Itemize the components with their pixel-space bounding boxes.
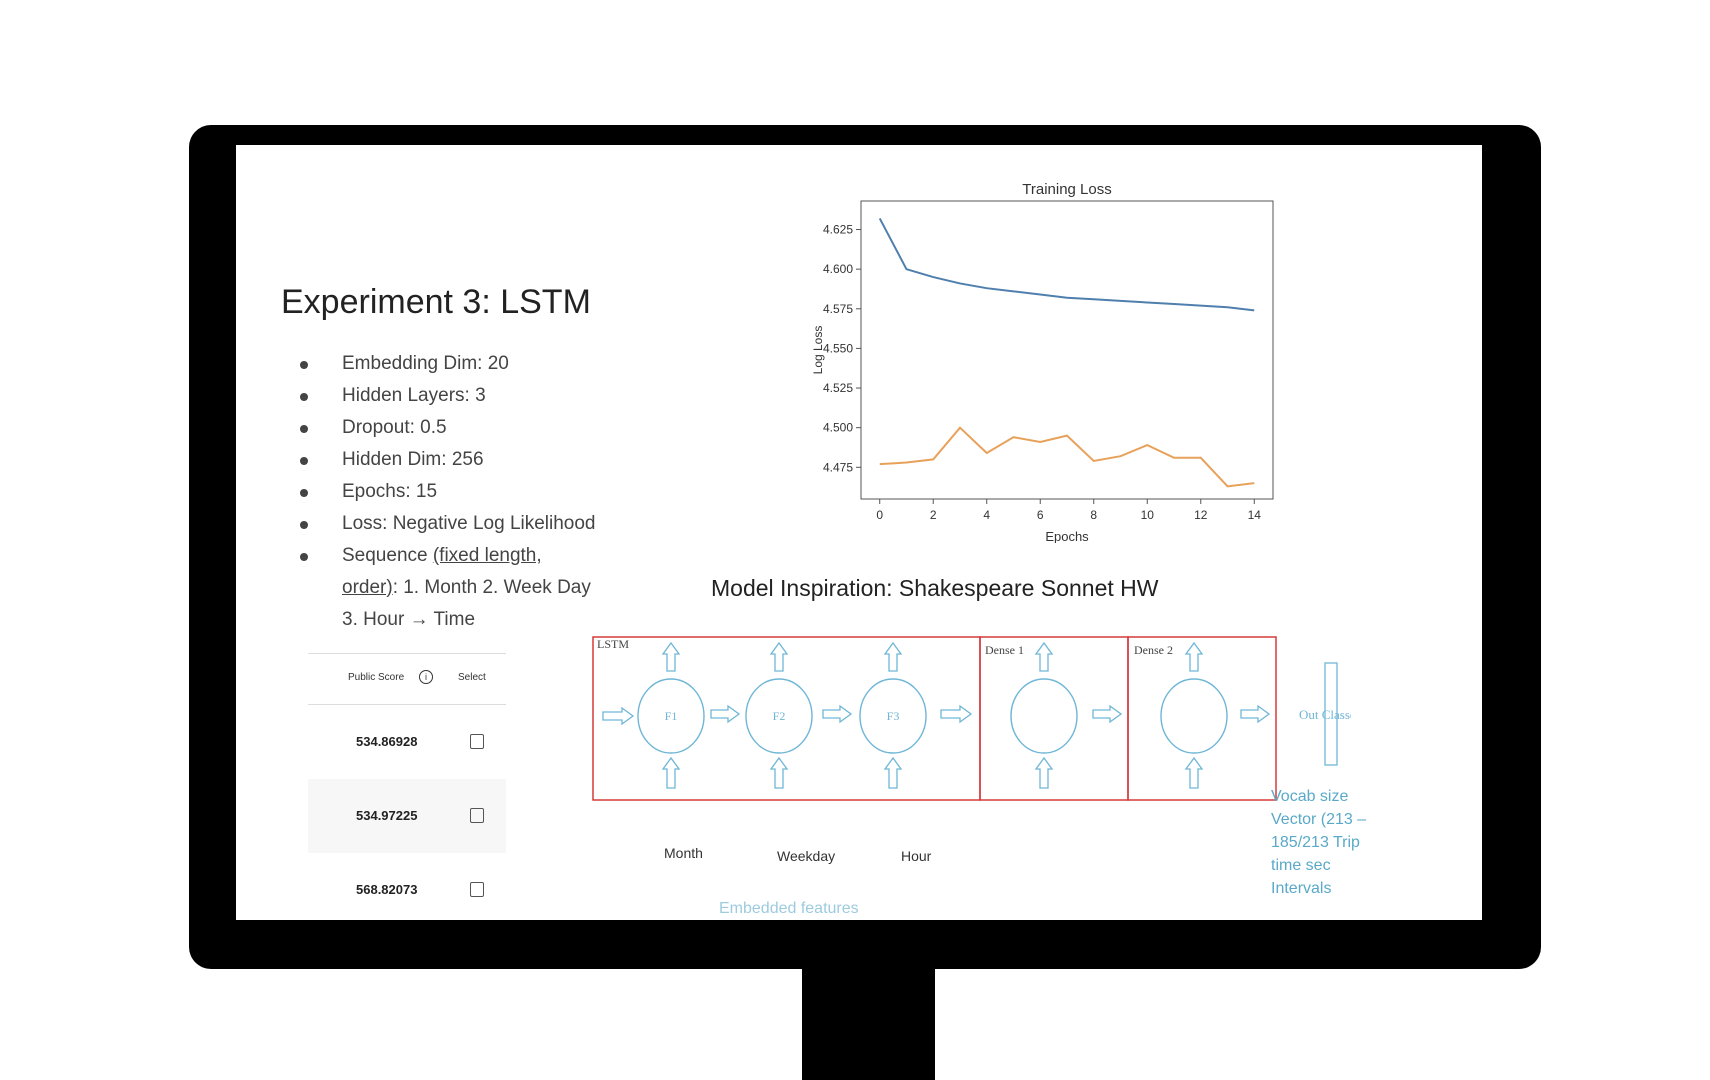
table-row: 534.86928 bbox=[308, 705, 506, 779]
node-circle bbox=[1010, 678, 1078, 754]
slide-screen: Experiment 3: LSTM Embedding Dim: 20 Hid… bbox=[236, 145, 1482, 920]
up-arrow-icon bbox=[1034, 756, 1054, 789]
node-label: F2 bbox=[773, 709, 786, 723]
parameter-list: Embedding Dim: 20 Hidden Layers: 3 Dropo… bbox=[296, 348, 596, 636]
x-tick-label: 0 bbox=[876, 508, 883, 522]
series-line-0 bbox=[878, 217, 1255, 312]
node-circle bbox=[859, 678, 927, 754]
y-axis-label: Log Loss bbox=[811, 326, 825, 375]
select-checkbox[interactable] bbox=[470, 882, 484, 897]
select-checkbox[interactable] bbox=[470, 808, 484, 823]
bullet-item: Loss: Negative Log Likelihood bbox=[296, 508, 596, 540]
header-select: Select bbox=[458, 672, 486, 683]
lstm-label: LSTM bbox=[597, 637, 629, 651]
bullet-item: Hidden Dim: 256 bbox=[296, 444, 596, 476]
output-bar bbox=[1324, 662, 1338, 766]
score-table: Public Score i Select 534.86928 534.9722… bbox=[308, 653, 506, 920]
table-row: 534.97225 bbox=[308, 779, 506, 853]
underlined-text: (fixed length, order) bbox=[342, 545, 542, 598]
embedded-features-label: Embedded features bbox=[719, 900, 859, 917]
monitor-stand bbox=[802, 965, 935, 1080]
up-arrow-icon bbox=[661, 756, 681, 789]
select-checkbox[interactable] bbox=[470, 734, 484, 749]
y-tick-label: 4.600 bbox=[823, 262, 853, 276]
up-arrow-icon bbox=[1034, 641, 1054, 672]
right-arrow-icon bbox=[602, 706, 635, 726]
x-tick-label: 10 bbox=[1141, 508, 1155, 522]
up-arrow-icon bbox=[769, 756, 789, 789]
bullet-icon bbox=[300, 553, 308, 561]
training-loss-chart: Training Loss Epochs Log Loss 0 2 4 6 8 10 12 14 4.… bbox=[811, 181, 1274, 543]
right-arrow-icon bbox=[1092, 704, 1123, 724]
x-tick-label: 8 bbox=[1090, 508, 1097, 522]
y-tick-label: 4.475 bbox=[823, 460, 853, 474]
feature-label-hour: Hour bbox=[901, 848, 932, 864]
up-arrow-icon bbox=[883, 641, 903, 672]
right-arrow-icon bbox=[1240, 704, 1271, 724]
y-tick-label: 4.500 bbox=[823, 421, 853, 435]
x-tick-label: 2 bbox=[930, 508, 937, 522]
bullet-item: Dropout: 0.5 bbox=[296, 412, 596, 444]
out-classes-label: Out Classes bbox=[1299, 707, 1351, 722]
slide-title: Experiment 3: LSTM bbox=[281, 283, 591, 321]
score-value: 568.82073 bbox=[356, 882, 418, 897]
right-arrow-icon bbox=[822, 704, 853, 724]
node-label: F3 bbox=[887, 709, 900, 723]
bullet-icon bbox=[300, 521, 308, 529]
node-circle bbox=[637, 678, 705, 754]
model-inspiration-heading: Model Inspiration: Shakespeare Sonnet HW bbox=[711, 575, 1159, 601]
chart-title: Training Loss bbox=[1022, 181, 1112, 198]
up-arrow-icon bbox=[769, 641, 789, 672]
y-tick-label: 4.550 bbox=[823, 341, 853, 355]
bullet-icon bbox=[300, 457, 308, 465]
x-tick-label: 12 bbox=[1194, 508, 1208, 522]
x-axis-label: Epochs bbox=[1045, 529, 1089, 543]
lstm-block bbox=[592, 636, 981, 801]
score-value: 534.86928 bbox=[356, 734, 418, 749]
bullet-item-sequence: Sequence (fixed length, order): 1. Month… bbox=[296, 540, 596, 636]
right-arrow-icon bbox=[710, 704, 741, 724]
table-row: 568.82073 bbox=[308, 853, 506, 920]
up-arrow-icon bbox=[883, 756, 903, 789]
up-arrow-icon bbox=[1184, 641, 1204, 672]
y-tick-label: 4.625 bbox=[823, 223, 853, 237]
series-line-1 bbox=[879, 426, 1255, 488]
score-value: 534.97225 bbox=[356, 808, 418, 823]
node-circle bbox=[1160, 678, 1228, 754]
y-tick-label: 4.525 bbox=[823, 381, 853, 395]
info-icon[interactable]: i bbox=[419, 670, 433, 684]
node-circle bbox=[745, 678, 813, 754]
vocab-size-note: Vocab size Vector (213 – 185/213 Trip ti… bbox=[1271, 788, 1367, 897]
bullet-icon bbox=[300, 361, 308, 369]
bullet-item: Epochs: 15 bbox=[296, 476, 596, 508]
y-tick-label: 4.575 bbox=[823, 302, 853, 316]
dense-1-label: Dense 1 bbox=[985, 643, 1024, 657]
bullet-icon bbox=[300, 425, 308, 433]
feature-label-month: Month bbox=[664, 845, 703, 861]
x-tick-label: 4 bbox=[983, 508, 990, 522]
architecture-diagram: LSTM Dense 1 Dense 2 F1 F2 F3 Out Classes bbox=[592, 636, 1351, 801]
up-arrow-icon bbox=[1184, 756, 1204, 789]
score-table-header: Public Score i Select bbox=[308, 653, 506, 705]
up-arrow-icon bbox=[661, 641, 681, 672]
bullet-icon bbox=[300, 393, 308, 401]
bullet-item: Embedding Dim: 20 bbox=[296, 348, 596, 380]
right-arrow-icon bbox=[940, 704, 973, 724]
node-label: F1 bbox=[665, 709, 678, 723]
header-public-score: Public Score bbox=[348, 672, 405, 683]
bullet-item: Hidden Layers: 3 bbox=[296, 380, 596, 412]
x-tick-label: 6 bbox=[1037, 508, 1044, 522]
dense-2-label: Dense 2 bbox=[1134, 643, 1173, 657]
dense-2-block bbox=[1127, 636, 1277, 801]
plot-area bbox=[860, 200, 1274, 500]
bullet-icon bbox=[300, 489, 308, 497]
x-tick-label: 14 bbox=[1248, 508, 1262, 522]
feature-label-weekday: Weekday bbox=[777, 848, 836, 864]
